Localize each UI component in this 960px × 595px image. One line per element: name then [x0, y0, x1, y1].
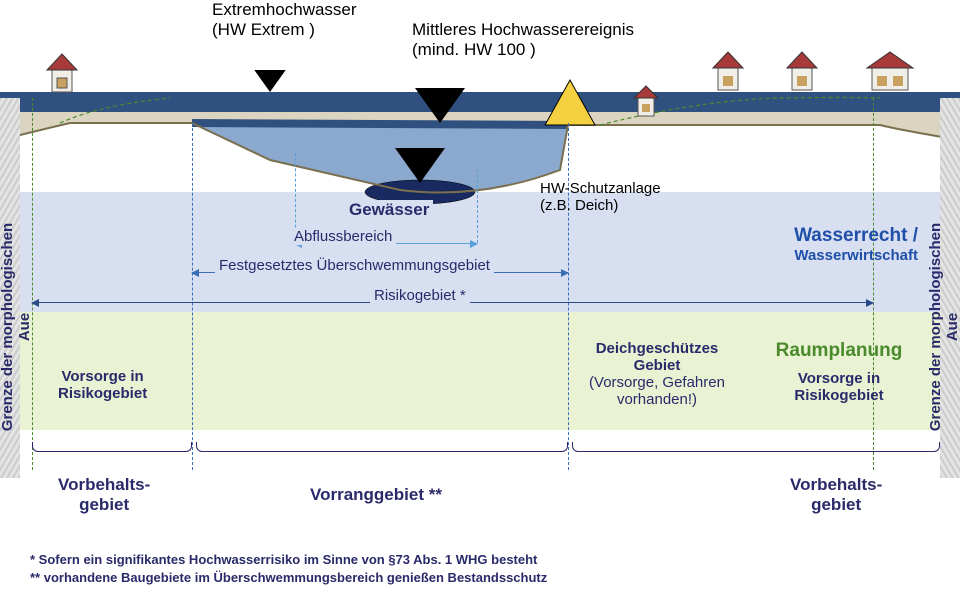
hw-schutz-label: HW-Schutzanlage (z.B. Deich)	[540, 180, 661, 214]
brace-mid	[196, 442, 568, 452]
deich-4: vorhanden!)	[578, 391, 736, 408]
vorbehalt-right: Vorbehalts- gebiet	[790, 475, 882, 515]
hw-schutz-2: (z.B. Deich)	[540, 197, 661, 214]
extrem-title: Extremhochwasser	[212, 0, 357, 20]
mittel-sub: (mind. HW 100 )	[412, 40, 634, 60]
vorbehalt-left: Vorbehalts- gebiet	[58, 475, 150, 515]
abfluss-label: Abflussbereich	[290, 228, 396, 245]
vorsorge-in: Vorsorge in	[58, 368, 147, 385]
mittel-label: Mittleres Hochwasserereignis (mind. HW 1…	[412, 20, 634, 60]
deich-3: (Vorsorge, Gefahren	[578, 374, 736, 391]
house	[862, 50, 918, 92]
vline	[568, 123, 569, 470]
fest-label: Festgesetztes Überschwemmungsgebiet	[215, 257, 494, 274]
raumplanung: Raumplanung	[760, 340, 918, 362]
vline	[477, 170, 478, 243]
footnote-2: ** vorhandene Baugebiete im Überschwemmu…	[30, 570, 547, 585]
sidebar-left-label: Grenze der morphologischen Aue	[0, 207, 33, 447]
vorsorge-left: Vorsorge in Risikogebiet	[58, 368, 147, 402]
vline	[192, 123, 193, 470]
house	[782, 50, 822, 92]
mittel-title: Mittleres Hochwasserereignis	[412, 20, 634, 40]
deich-2: Gebiet	[578, 357, 736, 374]
wasserrecht-label: Wasserrecht / Wasserwirtschaft	[748, 225, 918, 264]
risikogebiet: Risikogebiet	[58, 385, 147, 402]
gebiet-r: gebiet	[790, 495, 882, 515]
brace-right	[572, 442, 940, 452]
extrem-sub: (HW Extrem )	[212, 20, 357, 40]
vorsorge-in-r: Vorsorge in	[760, 370, 918, 387]
vline	[873, 98, 874, 470]
risiko-label: Risikogebiet *	[370, 287, 470, 304]
house-shrine	[42, 52, 82, 94]
extrem-label: Extremhochwasser (HW Extrem )	[212, 0, 357, 40]
house	[632, 84, 660, 118]
vorrang-label: Vorranggebiet **	[310, 485, 442, 505]
footnote-1: * Sofern ein signifikantes Hochwasserris…	[30, 552, 537, 567]
wasserwirtschaft: Wasserwirtschaft	[748, 247, 918, 264]
wasserrecht: Wasserrecht /	[748, 225, 918, 247]
gewasser-label: Gewässer	[345, 200, 433, 220]
vline	[32, 98, 33, 470]
gebiet: gebiet	[58, 495, 150, 515]
vorbehalts-r: Vorbehalts-	[790, 475, 882, 495]
sidebar-right-label: Grenze der morphologischen Aue	[927, 207, 960, 447]
raumplanung-block: Raumplanung Vorsorge in Risikogebiet	[760, 340, 918, 404]
deich-text: Deichgeschützes Gebiet (Vorsorge, Gefahr…	[578, 340, 736, 408]
brace-left	[32, 442, 192, 452]
hw-schutz-1: HW-Schutzanlage	[540, 180, 661, 197]
vorbehalts: Vorbehalts-	[58, 475, 150, 495]
risikogebiet-r: Risikogebiet	[760, 387, 918, 404]
house	[708, 50, 748, 92]
deich-1: Deichgeschützes	[578, 340, 736, 357]
